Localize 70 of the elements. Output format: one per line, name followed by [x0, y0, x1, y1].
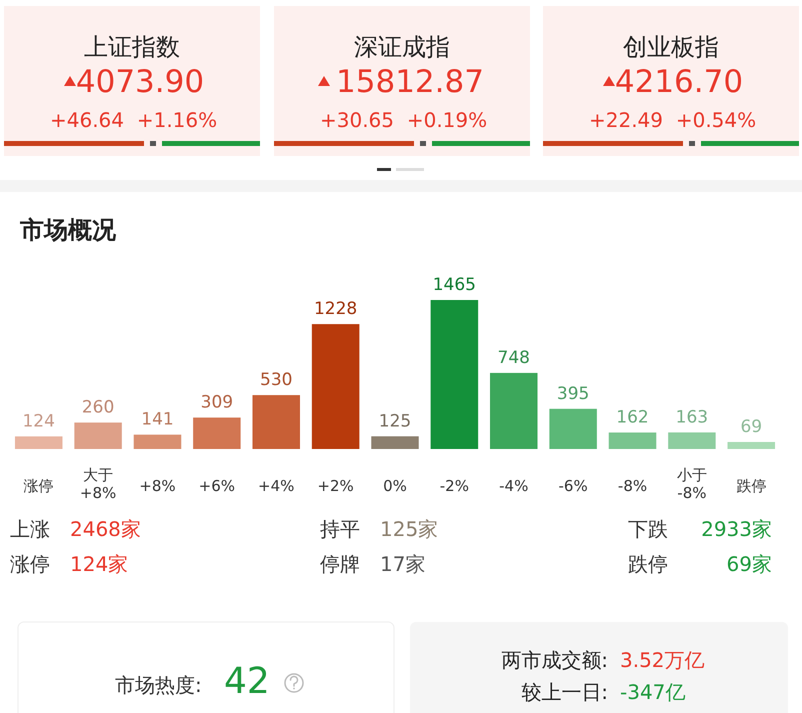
bar: [668, 432, 716, 449]
x-tick-label: 涨停: [24, 477, 54, 495]
text: 2468家: [70, 517, 141, 541]
data-label: 125: [378, 411, 412, 432]
data-label: 530: [260, 370, 292, 390]
text: +0.54%: [676, 108, 756, 132]
text: 下跌: [628, 517, 668, 541]
text: 69家: [726, 552, 772, 576]
bar: [728, 442, 776, 449]
bar: [252, 395, 300, 449]
text: 3.52万亿: [620, 648, 705, 672]
x-tick-label: -8%: [618, 477, 648, 495]
x-tick-label: 0%: [383, 477, 407, 495]
text: 市场热度:: [115, 673, 202, 697]
text: 跌停: [628, 552, 668, 576]
x-tick-label: +8%: [139, 477, 176, 495]
text: 上涨: [10, 517, 50, 541]
text: 42: [224, 661, 270, 702]
text: 较上一日:: [521, 680, 608, 704]
bar: [193, 418, 241, 449]
bar: [490, 372, 538, 449]
text: 两市成交额:: [501, 648, 608, 672]
text: +30.65: [320, 108, 394, 132]
text: 涨停: [10, 552, 50, 576]
bar: [608, 432, 656, 449]
x-tick-label: 跌停: [736, 477, 766, 495]
bar: [430, 300, 478, 449]
text: 4073.90: [76, 64, 204, 100]
data-label: 162: [616, 408, 649, 428]
data-label: 163: [676, 407, 708, 428]
data-label: 1228: [314, 299, 358, 320]
text: 2933家: [701, 517, 772, 541]
data-label: 69: [740, 416, 762, 437]
text: 创业板指: [623, 33, 719, 61]
chart-title: 市场概况: [19, 216, 117, 244]
data-label: 395: [556, 384, 590, 404]
data-label: 124: [22, 411, 55, 432]
bar: [14, 436, 62, 449]
text: 124家: [70, 552, 128, 576]
text: +22.49: [588, 108, 664, 132]
data-label: 309: [200, 392, 234, 413]
bar: [312, 324, 360, 449]
x-tick-label: +6%: [198, 477, 236, 495]
text: -347亿: [620, 680, 686, 704]
data-label: 260: [82, 398, 114, 418]
text: +46.64: [50, 108, 124, 132]
text: 4216.70: [614, 64, 744, 100]
bar: [74, 422, 122, 449]
data-label: 748: [498, 348, 530, 368]
x-tick-label: -2%: [440, 477, 469, 495]
x-tick-label: -6%: [558, 477, 588, 495]
data-label: 141: [141, 410, 174, 430]
bar: [134, 434, 182, 449]
x-tick-label: 大于 +8%: [80, 466, 116, 502]
text: 125家: [380, 517, 438, 541]
x-tick-label: 小于 -8%: [676, 466, 707, 502]
x-tick-label: -4%: [499, 477, 528, 495]
text: 深证成指: [354, 33, 450, 61]
text: 停牌: [320, 552, 360, 576]
data-label: 1465: [432, 275, 476, 295]
x-tick-label: +2%: [317, 477, 354, 495]
bar: [549, 408, 597, 449]
text: 持平: [320, 517, 360, 541]
text: 上证指数: [84, 33, 180, 61]
text: +1.16%: [136, 108, 218, 132]
text: 17家: [380, 552, 426, 576]
x-tick-label: +4%: [258, 477, 294, 495]
bar: [371, 436, 419, 449]
text: 15812.87: [336, 64, 484, 100]
text: +0.19%: [406, 108, 488, 132]
